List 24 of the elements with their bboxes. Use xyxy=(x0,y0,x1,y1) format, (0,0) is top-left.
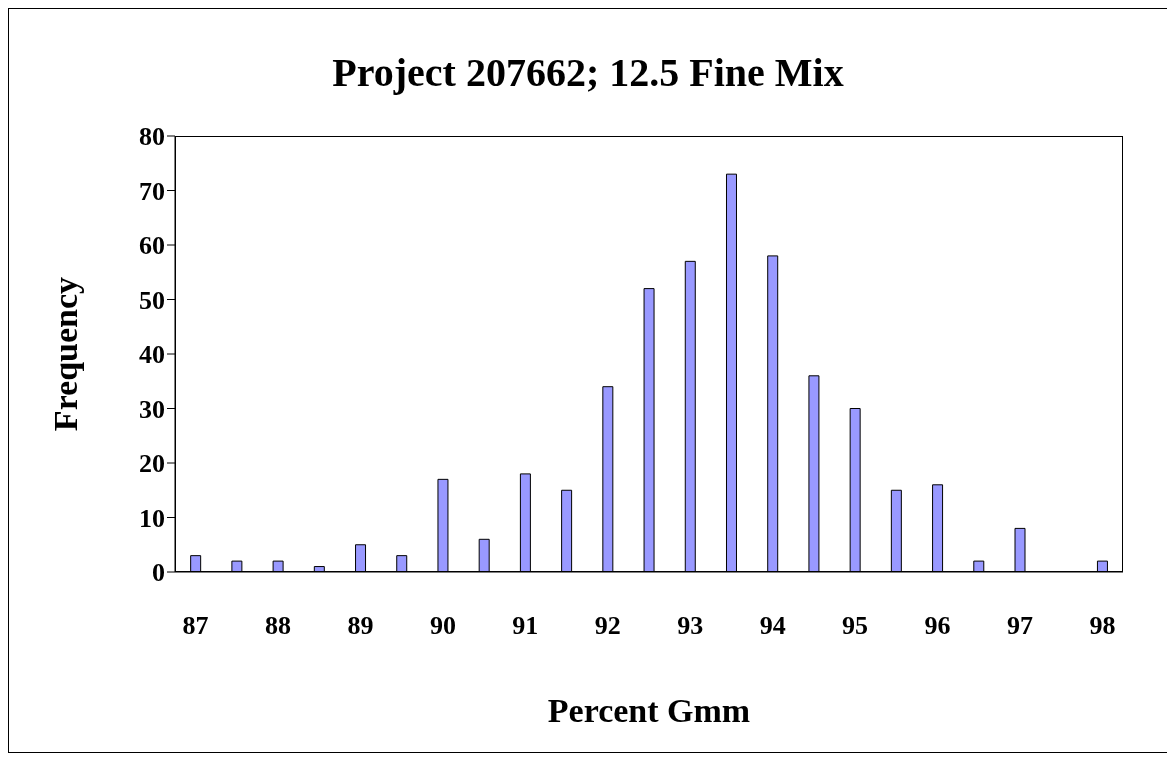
x-tick-label: 97 xyxy=(1006,611,1033,641)
x-tick-label: 98 xyxy=(1089,611,1116,641)
x-axis-title: Percent Gmm xyxy=(546,692,752,730)
y-axis-title: Frequency xyxy=(47,275,85,434)
x-tick-label: 87 xyxy=(182,611,209,641)
x-tick-label: 93 xyxy=(677,611,704,641)
x-tick-label: 94 xyxy=(759,611,786,641)
y-tick-label: 80 xyxy=(139,122,165,152)
x-tick-label: 91 xyxy=(512,611,539,641)
y-tick-label: 60 xyxy=(139,231,165,261)
y-tick-label: 30 xyxy=(139,394,165,424)
x-tick-label: 89 xyxy=(347,611,374,641)
y-tick-label: 20 xyxy=(139,449,165,479)
y-tick-label: 50 xyxy=(139,285,165,315)
y-tick-label: 10 xyxy=(139,503,165,533)
x-tick-label: 96 xyxy=(924,611,951,641)
x-tick-label: 92 xyxy=(594,611,621,641)
y-tick-label: 40 xyxy=(139,340,165,370)
x-tick-label: 88 xyxy=(265,611,292,641)
y-tick-label: 0 xyxy=(152,558,165,588)
y-tick-label: 70 xyxy=(139,176,165,206)
x-tick-label: 95 xyxy=(842,611,869,641)
x-tick-label: 90 xyxy=(429,611,456,641)
chart-title: Project 207662; 12.5 Fine Mix xyxy=(331,49,845,96)
